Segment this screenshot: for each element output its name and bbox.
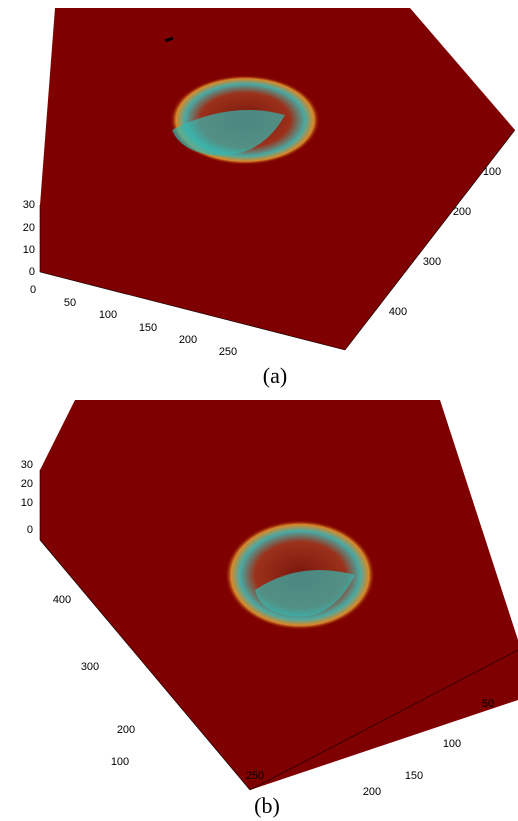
y-axis — [344, 129, 516, 351]
y-tick-label: 200 — [453, 206, 471, 218]
y-axis — [39, 539, 251, 791]
x-tick-label: 0 — [30, 284, 36, 296]
caption: (b) — [254, 793, 280, 818]
x-tick-label: 250 — [219, 346, 237, 358]
x-axis — [249, 649, 518, 791]
y-tick-label: 100 — [111, 756, 129, 768]
x-tick-label: 100 — [443, 738, 461, 750]
y-tick-label: 400 — [53, 594, 71, 606]
x-tick-label: 150 — [405, 770, 423, 782]
object-b-part — [255, 570, 355, 617]
z-tick-label: 10 — [23, 244, 35, 256]
z-tick-label: 20 — [23, 222, 35, 234]
z-tick-label: 20 — [21, 478, 33, 490]
z-tick-label: 30 — [23, 199, 35, 211]
z-tick-label: 0 — [27, 524, 33, 536]
x-tick-label: 250 — [246, 770, 264, 782]
z-tick-label: 30 — [21, 459, 33, 471]
x-tick-label: 50 — [482, 698, 494, 710]
y-tick-label: 400 — [389, 306, 407, 318]
y-tick-label: 200 — [117, 724, 135, 736]
x-tick-label: 50 — [64, 297, 76, 309]
x-axis — [39, 271, 346, 351]
y-tick-label: 100 — [483, 166, 501, 178]
z-tick-label: 10 — [21, 497, 33, 509]
volume-a — [40, 8, 515, 350]
z-tick-label: 0 — [29, 266, 35, 278]
x-tick-label: 150 — [139, 322, 157, 334]
y-tick-label: 300 — [423, 256, 441, 268]
x-tick-label: 100 — [99, 309, 117, 321]
caption: (a) — [263, 363, 287, 388]
x-tick-label: 200 — [179, 334, 197, 346]
marker — [164, 36, 174, 43]
x-tick-label: 200 — [363, 786, 381, 798]
object-a-part — [172, 110, 285, 156]
y-tick-label: 300 — [81, 661, 99, 673]
